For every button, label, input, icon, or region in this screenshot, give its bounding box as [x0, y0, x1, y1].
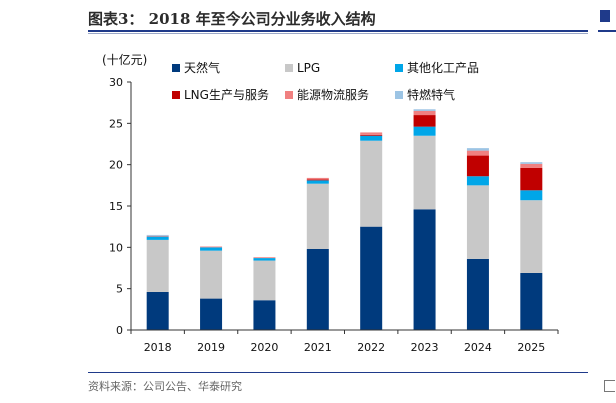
x-tick-label: 2025	[517, 341, 545, 354]
legend-swatch-series-2	[395, 64, 403, 72]
legend-swatch-series-5	[395, 91, 403, 99]
y-tick-label: 5	[116, 283, 123, 296]
bar-segment-series-2	[360, 135, 383, 141]
x-axis: 2018 2019 2020 2021 2022 2023 2024 2025	[130, 329, 559, 354]
bar-segment-series-4	[200, 246, 223, 248]
bar-segment-series-4	[253, 257, 276, 259]
x-tick-label: 2022	[357, 341, 385, 354]
y-tick-label: 0	[116, 324, 123, 337]
bar-stack-2018	[146, 234, 169, 330]
bar-segment-series-5	[466, 148, 489, 151]
source-note: 资料来源：公司公告、华泰研究	[88, 380, 242, 393]
chart-legend: 天然气 LPG 其他化工产品 LNG生产与服务 能源物流服务 特燃特气	[172, 60, 479, 102]
bar-stacks	[146, 109, 543, 330]
x-tick-label: 2021	[304, 341, 332, 354]
x-tick-label: 2023	[411, 341, 439, 354]
bar-segment-series-0	[360, 226, 383, 330]
bar-segment-series-5	[146, 234, 169, 236]
y-tick-label: 20	[109, 159, 123, 172]
header-subrule	[88, 33, 588, 34]
bar-segment-series-0	[253, 300, 276, 330]
bar-segment-series-4	[520, 163, 543, 168]
bar-segment-series-1	[466, 185, 489, 259]
bar-segment-series-2	[146, 236, 169, 240]
bar-stack-2019	[200, 246, 223, 330]
legend-swatch-series-1	[285, 64, 293, 72]
y-axis: 0 5 10 15 20 25 30	[109, 76, 132, 337]
bar-segment-series-4	[466, 150, 489, 156]
x-tick-label: 2020	[250, 341, 278, 354]
bar-stack-2022	[360, 132, 383, 330]
y-tick-label: 15	[109, 200, 123, 213]
x-tick-label: 2024	[464, 341, 492, 354]
y-tick-label: 25	[109, 117, 123, 130]
bar-segment-series-1	[146, 239, 169, 292]
bar-segment-series-2	[520, 190, 543, 201]
bar-stack-2021	[306, 177, 329, 330]
bar-segment-series-3	[306, 179, 329, 181]
bar-segment-series-2	[200, 247, 223, 251]
x-tick-label: 2018	[144, 341, 172, 354]
bar-segment-series-1	[253, 260, 276, 301]
bar-segment-series-1	[200, 250, 223, 299]
bar-segment-series-1	[413, 135, 436, 210]
legend-swatch-series-3	[172, 91, 180, 99]
bar-segment-series-0	[413, 209, 436, 330]
bar-stack-2020	[253, 257, 276, 330]
legend-label-series-5: 特燃特气	[407, 87, 455, 102]
legend-label-series-0: 天然气	[184, 60, 220, 75]
unit-label: (十亿元)	[102, 52, 147, 67]
bar-segment-series-2	[413, 126, 436, 136]
footer-rule	[88, 372, 588, 373]
legend-label-series-2: 其他化工产品	[407, 61, 479, 75]
legend-label-series-1: LPG	[297, 61, 320, 75]
bar-segment-series-4	[146, 235, 169, 237]
bar-segment-series-0	[466, 258, 489, 330]
bar-segment-series-0	[306, 248, 329, 330]
bar-segment-series-0	[520, 272, 543, 330]
adjacent-figure-rule	[598, 30, 616, 32]
legend-swatch-series-4	[285, 91, 293, 99]
bar-segment-series-3	[360, 134, 383, 136]
bar-segment-series-1	[520, 200, 543, 273]
adjacent-figure-corner	[604, 380, 615, 392]
bar-segment-series-2	[253, 258, 276, 261]
bar-segment-series-4	[360, 132, 383, 135]
bar-segment-series-2	[306, 180, 329, 184]
bar-segment-series-5	[413, 109, 436, 111]
legend-label-series-3: LNG生产与服务	[184, 87, 269, 102]
legend-label-series-4: 能源物流服务	[297, 87, 369, 102]
bar-segment-series-3	[413, 115, 436, 127]
y-tick-label: 30	[109, 76, 123, 89]
bar-stack-2023	[413, 109, 436, 330]
bar-segment-series-1	[360, 140, 383, 227]
bar-segment-series-0	[200, 298, 223, 330]
bar-segment-series-3	[520, 167, 543, 191]
header-rule	[88, 30, 588, 32]
bar-segment-series-1	[306, 183, 329, 249]
legend-swatch-series-0	[172, 64, 180, 72]
x-tick-label: 2019	[197, 341, 225, 354]
bar-segment-series-2	[466, 176, 489, 186]
bar-segment-series-4	[413, 110, 436, 116]
bar-stack-2025	[520, 162, 543, 330]
bar-stack-2024	[466, 148, 489, 330]
figure-title: 图表3： 2018 年至今公司分业务收入结构	[88, 10, 376, 28]
bar-segment-series-0	[146, 291, 169, 330]
adjacent-figure-mark	[600, 10, 610, 22]
bar-segment-series-5	[520, 162, 543, 164]
bar-segment-series-4	[306, 177, 329, 180]
y-tick-label: 10	[109, 241, 123, 254]
bar-segment-series-3	[466, 155, 489, 177]
